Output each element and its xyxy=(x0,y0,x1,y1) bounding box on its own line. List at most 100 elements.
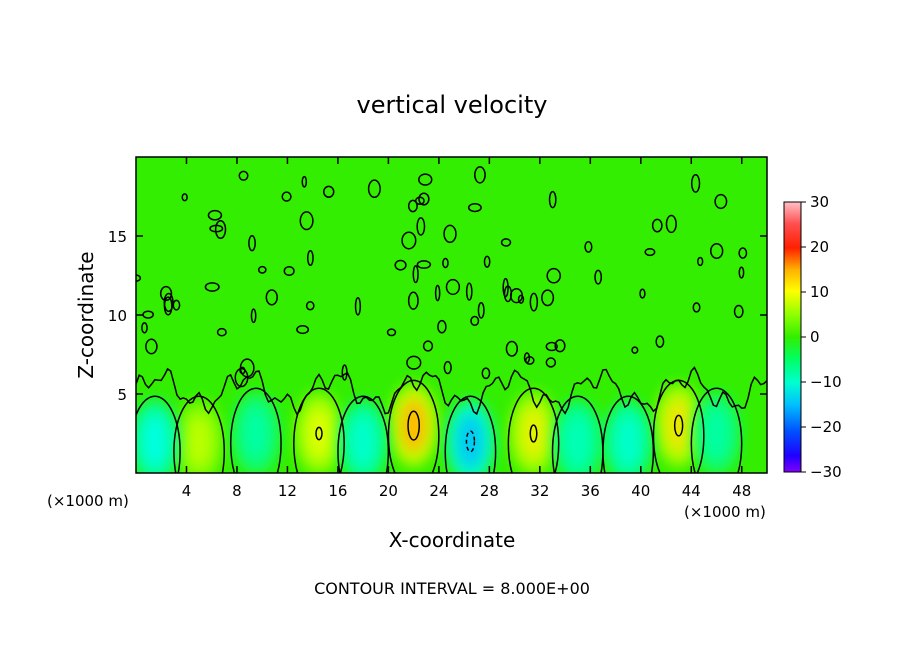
eddy-contour xyxy=(416,260,432,269)
field-layer xyxy=(136,384,741,473)
eddy-contour xyxy=(733,304,744,319)
eddy-contour xyxy=(470,315,480,327)
y-tick-label: 15 xyxy=(108,228,127,246)
eddy-contour xyxy=(394,259,407,271)
eddy-contour xyxy=(407,199,418,213)
y-axis: 5 10 15 xyxy=(108,228,767,404)
colorbar-tick-label: −20 xyxy=(810,418,842,436)
eddy-contour xyxy=(434,284,441,302)
colorbar-tick-label: 20 xyxy=(810,238,829,256)
eddy-contour xyxy=(690,174,701,193)
eddy-contour xyxy=(554,339,566,353)
eddy-contour xyxy=(697,256,704,267)
eddy-contour xyxy=(145,338,158,355)
eddy-contour xyxy=(305,301,315,311)
eddy-contour xyxy=(465,282,473,301)
eddy-contour xyxy=(265,289,278,306)
eddy-contour xyxy=(412,265,419,284)
eddy-contour xyxy=(386,328,397,337)
x-tick-label: 32 xyxy=(530,482,549,500)
eddy-contour xyxy=(204,282,220,292)
x-tick-label: 36 xyxy=(581,482,600,500)
colorbar xyxy=(783,201,802,473)
updraft-contour-zero xyxy=(387,379,440,473)
colorbar-tick-label: −10 xyxy=(810,373,842,391)
eddy-contour xyxy=(250,308,257,324)
downdraft-contour-zero xyxy=(229,387,282,473)
colorbar-tick-label: 0 xyxy=(810,328,820,346)
eddy-contour xyxy=(631,346,639,354)
eddy-contour xyxy=(481,367,491,380)
eddy-contour xyxy=(248,234,256,252)
eddy-contour xyxy=(401,231,417,250)
x-tick-label: 4 xyxy=(182,482,192,500)
updraft-contour xyxy=(673,414,684,437)
updraft-core xyxy=(665,398,692,453)
downdraft-core xyxy=(564,414,591,469)
x-tick-label: 12 xyxy=(278,482,297,500)
updraft-core xyxy=(520,406,547,461)
x-tick-label: 20 xyxy=(379,482,398,500)
eddy-contour xyxy=(584,241,593,253)
eddy-contour xyxy=(714,193,728,210)
downdraft-core xyxy=(141,414,169,469)
updraft-core xyxy=(400,398,427,453)
downdraft-contour-zero xyxy=(602,395,655,473)
eddy-contour xyxy=(214,219,227,240)
y-tick-label: 5 xyxy=(117,386,127,404)
eddy-contour xyxy=(354,296,362,316)
eddy-contour xyxy=(639,288,646,299)
eddy-contour xyxy=(341,364,348,381)
eddy-contour xyxy=(505,340,518,357)
eddy-contour xyxy=(445,278,461,296)
eddy-contour xyxy=(483,255,491,268)
eddy-contour xyxy=(142,310,154,319)
eddy-contour xyxy=(738,247,748,259)
eddy-contour xyxy=(216,327,227,337)
eddy-contour xyxy=(443,224,457,244)
contour-interval-note: CONTOUR INTERVAL = 8.000E+00 xyxy=(314,579,590,598)
eddy-contour xyxy=(414,196,425,206)
downdraft-contour-zero xyxy=(337,395,390,473)
eddy-contour xyxy=(477,301,485,319)
x-tick-label: 16 xyxy=(328,482,347,500)
x-tick-label: 28 xyxy=(480,482,499,500)
eddy-contour xyxy=(367,179,381,199)
eddy-contour xyxy=(594,269,603,285)
eddy-contour xyxy=(306,249,314,266)
eddy-contour xyxy=(545,357,557,368)
eddy-contour xyxy=(500,238,512,247)
eddy-contour xyxy=(437,319,447,334)
zero-contour-boundary xyxy=(136,366,767,416)
eddy-contour xyxy=(467,202,482,213)
eddy-contour xyxy=(546,267,562,284)
updraft-contour-zero xyxy=(173,395,226,473)
eddy-contour xyxy=(238,170,249,181)
downdraft-core xyxy=(242,406,270,461)
updraft-contour-zero xyxy=(293,387,345,473)
eddy-contour xyxy=(416,217,426,236)
updraft-contour xyxy=(407,410,420,441)
eddy-contour xyxy=(234,367,249,388)
eddy-contour xyxy=(322,185,335,198)
eddy-contour xyxy=(159,285,173,302)
eddy-contour xyxy=(296,325,310,335)
x-unit-right: (×1000 m) xyxy=(684,503,766,521)
eddy-contour xyxy=(141,322,148,334)
downdraft-contour-zero xyxy=(444,395,497,473)
eddy-contour xyxy=(545,341,558,352)
downdraft-contour-zero xyxy=(136,395,181,473)
contour-layer xyxy=(136,166,767,473)
x-tick-label: 8 xyxy=(232,482,242,500)
eddy-contour xyxy=(738,266,745,279)
eddy-contour xyxy=(523,352,531,364)
downdraft-core xyxy=(457,414,484,469)
eddy-contour xyxy=(651,218,663,233)
updraft-contour-zero xyxy=(507,387,560,473)
chart-title: vertical velocity xyxy=(357,91,548,119)
downdraft-contour-zero xyxy=(690,387,743,473)
eddy-contour xyxy=(301,175,308,188)
downdraft-contour xyxy=(465,430,476,453)
eddy-contour xyxy=(541,289,555,307)
eddy-contour xyxy=(418,192,430,206)
